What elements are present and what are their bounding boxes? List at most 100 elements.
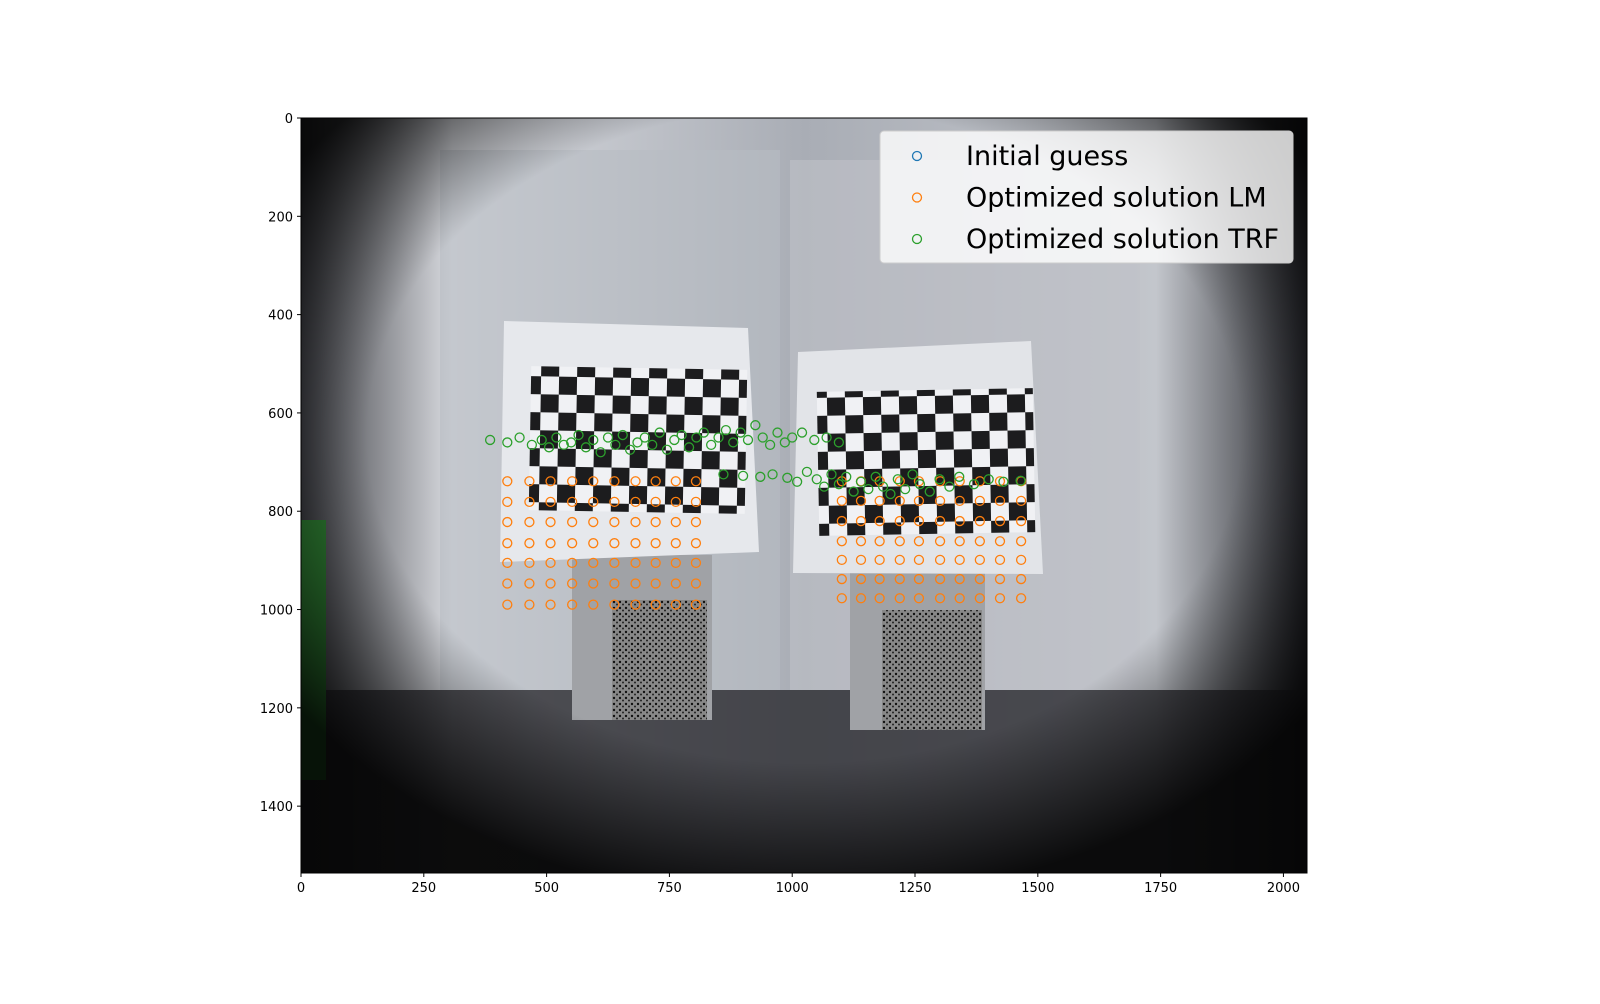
- data-point: [639, 432, 650, 443]
- data-point: [502, 578, 513, 589]
- y-tick-label: 400: [268, 309, 293, 324]
- data-point: [524, 538, 535, 549]
- data-point: [877, 481, 889, 492]
- data-point: [954, 495, 965, 507]
- data-point: [954, 536, 965, 547]
- data-point: [502, 599, 513, 610]
- data-point: [502, 437, 513, 448]
- data-point: [907, 469, 918, 480]
- data-point: [855, 593, 867, 604]
- data-point: [894, 536, 905, 547]
- data-point: [669, 434, 680, 446]
- data-point: [566, 476, 578, 487]
- data-point: [809, 434, 820, 446]
- data-point: [833, 437, 845, 448]
- data-point: [874, 536, 885, 547]
- data-point: [545, 578, 556, 589]
- data-point: [779, 437, 790, 448]
- data-point: [913, 536, 925, 547]
- data-point: [706, 439, 717, 451]
- data-point: [954, 476, 965, 487]
- data-point: [836, 495, 847, 507]
- data-point: [998, 476, 1009, 487]
- data-point: [573, 429, 584, 441]
- data-point: [983, 474, 994, 485]
- legend-label: Optimized solution TRF: [966, 224, 1279, 255]
- data-point: [609, 578, 620, 589]
- data-point: [670, 599, 681, 610]
- x-tick-label: 1000: [776, 881, 809, 896]
- data-point: [870, 471, 881, 482]
- data-point: [894, 593, 905, 604]
- data-point: [502, 538, 513, 549]
- data-point: [900, 483, 911, 495]
- data-point: [796, 427, 808, 438]
- data-point: [588, 599, 599, 610]
- data-point: [994, 536, 1006, 547]
- y-tick-label: 800: [268, 505, 293, 520]
- x-tick-label: 1250: [898, 881, 931, 896]
- data-point: [1015, 536, 1027, 547]
- data-point: [934, 573, 946, 585]
- data-point: [855, 515, 867, 527]
- data-point: [654, 427, 665, 438]
- data-point: [502, 557, 513, 568]
- data-point: [647, 439, 658, 451]
- data-point: [617, 429, 628, 441]
- data-point: [630, 538, 641, 549]
- data-point: [588, 496, 599, 508]
- data-point: [855, 476, 867, 487]
- data-point: [894, 495, 905, 507]
- plot-frame: [300, 117, 1308, 874]
- data-point: [545, 476, 556, 487]
- data-point: [874, 593, 885, 604]
- data-point: [524, 599, 535, 610]
- data-point: [728, 437, 739, 448]
- data-point: [836, 593, 847, 604]
- data-point: [713, 432, 724, 443]
- data-point: [676, 429, 687, 441]
- data-point: [954, 573, 965, 585]
- data-point: [954, 554, 965, 566]
- legend-box: [879, 130, 1294, 264]
- data-point: [836, 554, 847, 566]
- x-tick-label: 750: [657, 881, 682, 896]
- data-point: [609, 538, 620, 549]
- data-point: [934, 554, 946, 566]
- x-tick-label: 0: [297, 881, 305, 896]
- data-point: [609, 496, 620, 508]
- data-point: [885, 488, 896, 500]
- data-point: [588, 476, 599, 487]
- data-point: [742, 434, 754, 446]
- data-point: [630, 516, 641, 528]
- data-point: [720, 424, 732, 436]
- data-point: [566, 557, 578, 568]
- data-point: [536, 434, 547, 446]
- x-tick-label: 2000: [1267, 881, 1300, 896]
- data-point: [894, 476, 905, 487]
- data-point: [801, 466, 813, 478]
- data-point: [502, 516, 513, 528]
- data-point: [954, 471, 965, 482]
- data-point: [767, 469, 778, 480]
- data-point: [818, 481, 830, 492]
- y-tick-label: 200: [268, 210, 293, 225]
- data-point: [670, 476, 681, 487]
- data-point: [913, 593, 925, 604]
- data-point: [630, 578, 641, 589]
- data-point: [836, 515, 847, 527]
- data-point: [974, 573, 986, 585]
- legend-marker: [911, 233, 923, 245]
- legend-marker: [911, 192, 923, 203]
- data-point: [566, 516, 578, 528]
- legend-label: Optimized solution LM: [966, 183, 1267, 214]
- data-point: [698, 427, 709, 438]
- data-point: [524, 496, 535, 508]
- data-point: [791, 476, 803, 487]
- data-point: [913, 495, 925, 507]
- x-tick-label: 1500: [1021, 881, 1054, 896]
- data-point: [650, 557, 661, 568]
- data-point: [974, 495, 986, 507]
- data-point: [1015, 475, 1026, 486]
